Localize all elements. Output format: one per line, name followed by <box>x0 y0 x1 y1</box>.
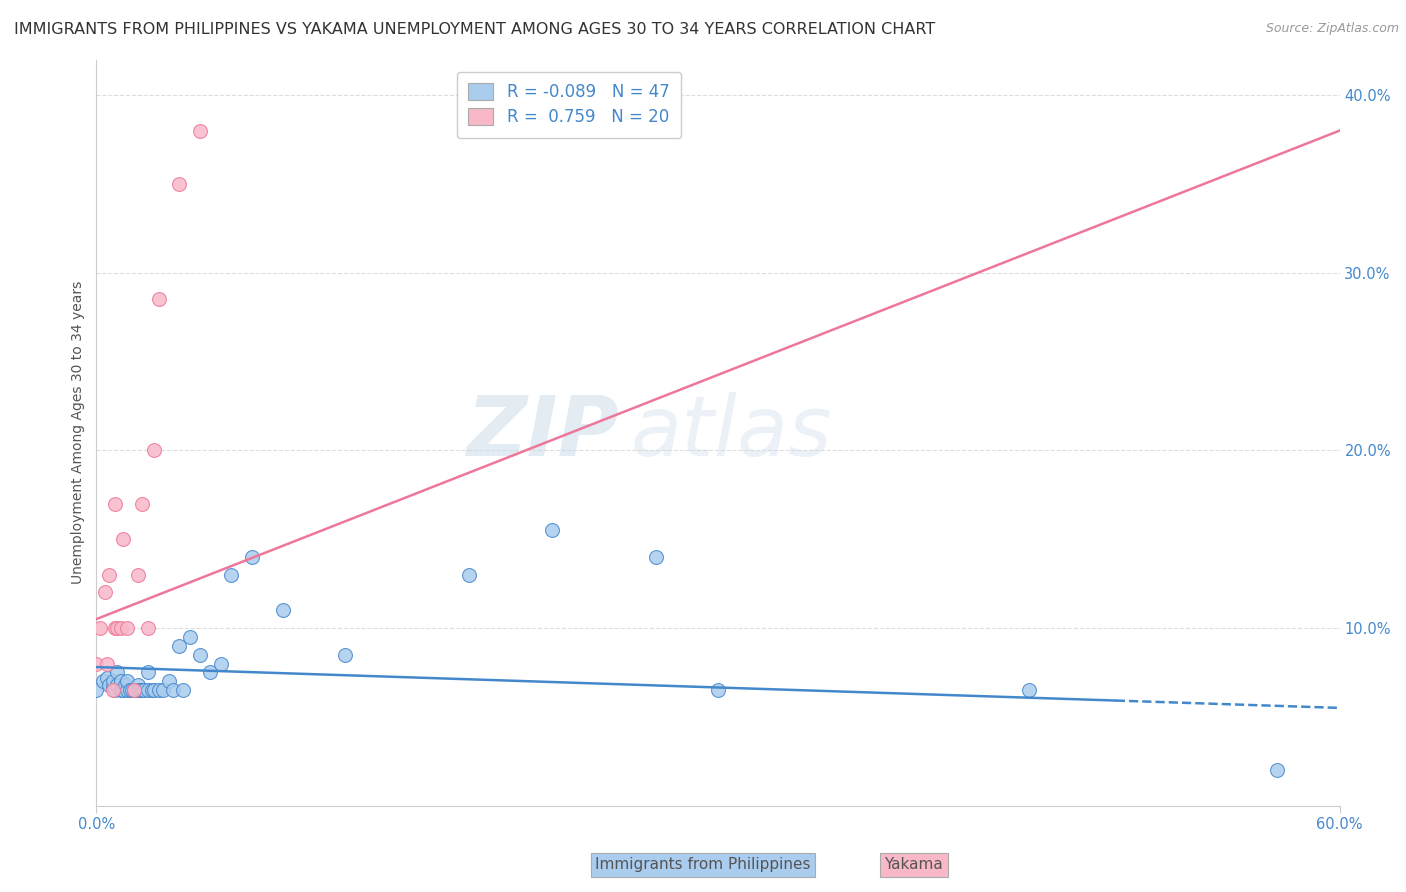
Point <box>131 497 153 511</box>
Point <box>188 123 211 137</box>
Text: Yakama: Yakama <box>884 857 943 872</box>
Point <box>143 683 166 698</box>
Text: ZIP: ZIP <box>465 392 619 473</box>
Point <box>136 621 159 635</box>
Point <box>117 683 139 698</box>
Point <box>136 665 159 680</box>
Point <box>86 683 108 698</box>
Point <box>179 630 201 644</box>
Point <box>117 621 139 635</box>
Text: Source: ZipAtlas.com: Source: ZipAtlas.com <box>1265 22 1399 36</box>
Point <box>110 674 132 689</box>
Point <box>128 683 150 698</box>
Point <box>118 683 141 698</box>
Point <box>101 674 124 689</box>
Point <box>86 657 108 671</box>
Point <box>167 177 190 191</box>
Point <box>105 665 128 680</box>
Point <box>271 603 294 617</box>
Text: atlas: atlas <box>631 392 832 473</box>
Point <box>219 567 242 582</box>
Point <box>97 678 120 692</box>
Point <box>209 657 232 671</box>
Point <box>93 585 115 599</box>
Point <box>101 683 124 698</box>
Point <box>136 683 159 698</box>
Point <box>333 648 356 662</box>
Point <box>167 639 190 653</box>
Point <box>114 678 136 692</box>
Point <box>104 683 127 698</box>
Text: IMMIGRANTS FROM PHILIPPINES VS YAKAMA UNEMPLOYMENT AMONG AGES 30 TO 34 YEARS COR: IMMIGRANTS FROM PHILIPPINES VS YAKAMA UN… <box>14 22 935 37</box>
Point <box>644 549 666 564</box>
Point <box>105 621 128 635</box>
Point <box>110 683 132 698</box>
Point <box>141 683 163 698</box>
Point <box>122 683 145 698</box>
Point <box>132 683 155 698</box>
Point <box>122 683 145 698</box>
Point <box>112 532 135 546</box>
Point <box>143 443 166 458</box>
Point <box>707 683 730 698</box>
Point <box>1018 683 1040 698</box>
Point <box>89 621 111 635</box>
Point <box>162 683 184 698</box>
Point <box>127 678 149 692</box>
Y-axis label: Unemployment Among Ages 30 to 34 years: Unemployment Among Ages 30 to 34 years <box>72 281 86 584</box>
Point <box>96 657 118 671</box>
Point <box>157 674 180 689</box>
Point <box>117 674 139 689</box>
Point <box>200 665 222 680</box>
Point <box>105 678 128 692</box>
Point <box>96 671 118 685</box>
Text: Immigrants from Philippines: Immigrants from Philippines <box>595 857 811 872</box>
Point <box>148 293 170 307</box>
Point <box>127 567 149 582</box>
Point <box>172 683 194 698</box>
Point <box>110 621 132 635</box>
Point <box>458 567 481 582</box>
Point <box>112 683 135 698</box>
Point <box>131 683 153 698</box>
Point <box>541 523 564 537</box>
Point <box>148 683 170 698</box>
Point <box>97 567 120 582</box>
Point <box>1267 763 1289 777</box>
Point <box>240 549 263 564</box>
Legend: R = -0.089   N = 47, R =  0.759   N = 20: R = -0.089 N = 47, R = 0.759 N = 20 <box>457 71 681 138</box>
Point <box>188 648 211 662</box>
Point <box>104 621 127 635</box>
Point <box>127 683 149 698</box>
Point <box>152 683 174 698</box>
Point <box>121 683 143 698</box>
Point <box>104 497 127 511</box>
Point <box>91 674 114 689</box>
Point <box>101 680 124 694</box>
